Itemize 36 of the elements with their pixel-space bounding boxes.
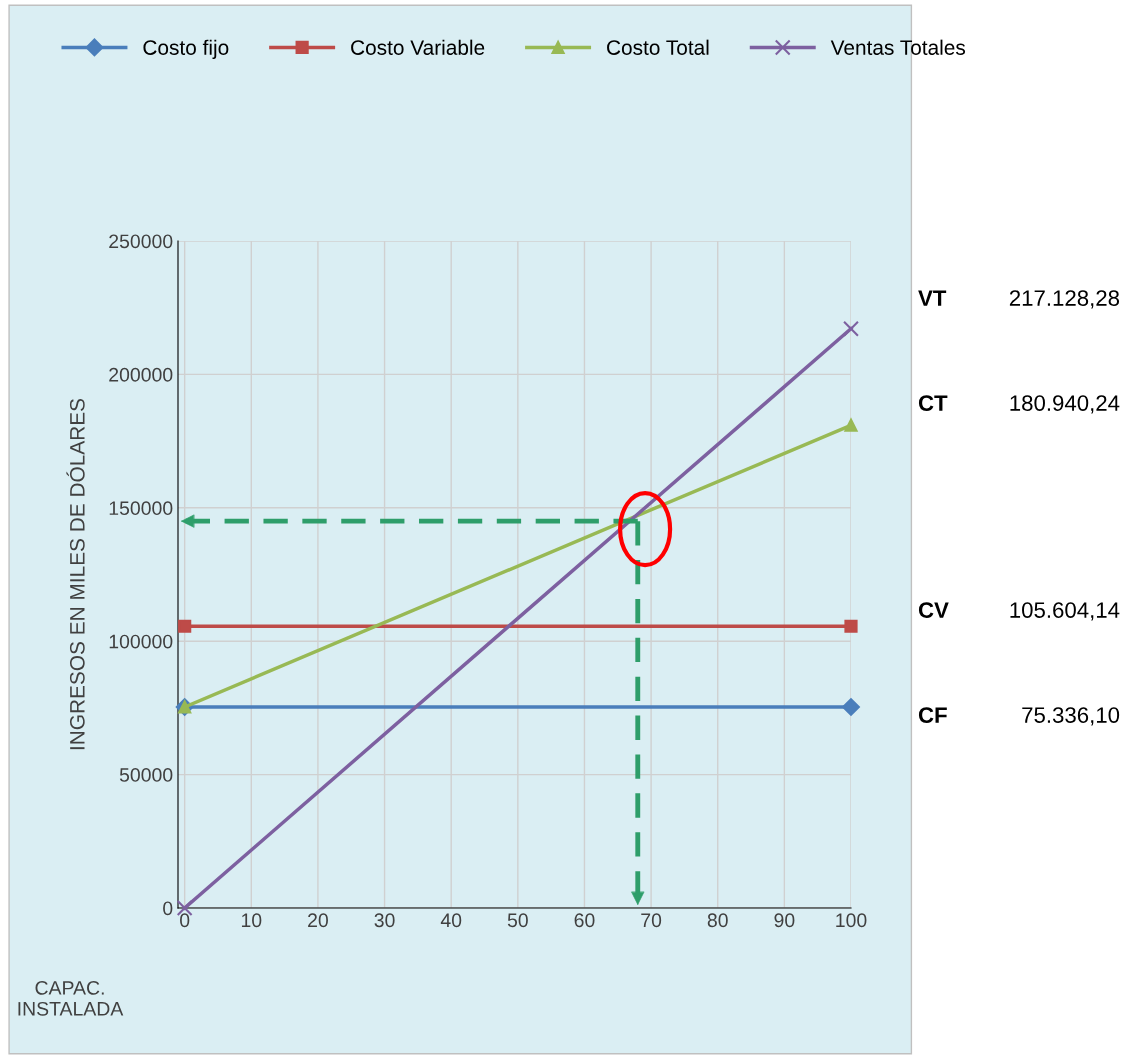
legend-label: Costo Total <box>607 39 709 55</box>
x-tick-label: 40 <box>440 913 462 928</box>
x-axis-title: CAPAC. INSTALADA <box>18 980 124 1016</box>
y-tick-label: 150000 <box>109 501 173 516</box>
x-tick-label: 10 <box>241 913 262 928</box>
x-tick-label: 30 <box>374 913 395 928</box>
text: 217.128,28 <box>1009 290 1120 309</box>
point <box>844 619 858 633</box>
legend-label: Costo fijo <box>143 39 229 60</box>
y-tick-label: 200000 <box>109 367 173 382</box>
point <box>178 619 192 633</box>
text: 180.940,24 <box>1010 395 1120 414</box>
point <box>844 418 858 432</box>
x-tick-label: 80 <box>707 913 728 928</box>
text: CF <box>918 707 947 723</box>
y-tick-label: 100000 <box>109 634 173 649</box>
y-axis-title: INGRESOS EN MILES DE DÓLARES <box>66 398 85 750</box>
x-tick-label: 20 <box>308 913 328 928</box>
text: 105.604,14 <box>1010 602 1120 621</box>
y-tick-label: 250000 <box>109 234 173 249</box>
point <box>843 320 859 337</box>
text: VT <box>918 290 947 306</box>
y-tick-label: 0 <box>163 901 173 916</box>
legend-label: Costo Variable <box>351 39 485 55</box>
y-tick-label: 50000 <box>119 768 173 782</box>
x-tick-label: 60 <box>574 913 595 928</box>
text: 75.336,10 <box>1022 707 1120 726</box>
x-tick-label: 90 <box>774 913 795 928</box>
text: CT <box>918 395 948 411</box>
legend-label: Ventas Totales <box>830 39 966 55</box>
text: CV <box>918 602 949 618</box>
x-tick-label: 100 <box>836 913 867 928</box>
x-tick-label: 50 <box>507 913 528 928</box>
x-tick-label: 70 <box>641 913 662 928</box>
point <box>842 698 860 716</box>
x-tick-label: 0 <box>180 913 190 928</box>
